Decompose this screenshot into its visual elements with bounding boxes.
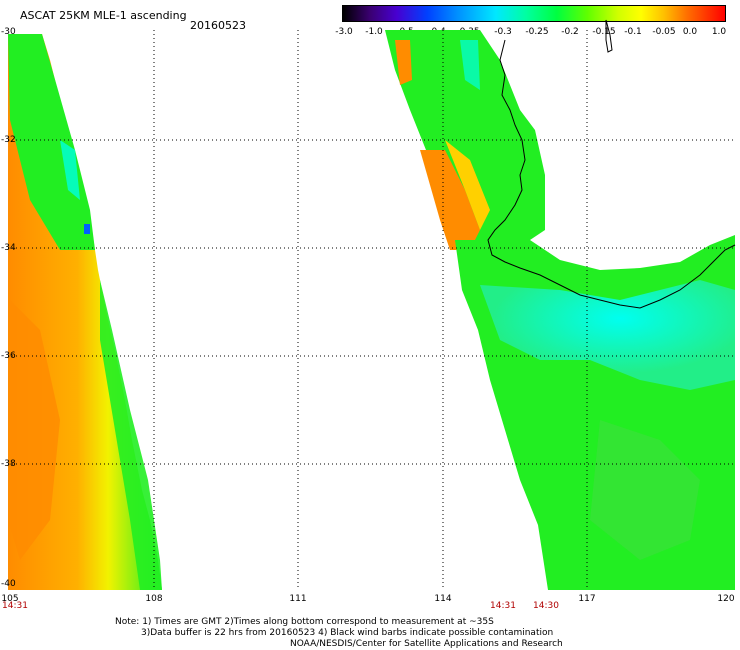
- y-tick-label: -36: [1, 351, 16, 361]
- colorbar-label: -0.1: [624, 27, 642, 37]
- colorbar-label: -0.15: [592, 27, 616, 37]
- colorbar-label: 1.0: [711, 27, 727, 37]
- colorbar-label: -3.0: [335, 27, 353, 37]
- colorbar-label: -0.3: [494, 27, 512, 37]
- right-swath-north: [385, 30, 545, 250]
- x-tick-label: 105: [1, 594, 19, 604]
- map-title: ASCAT 25KM MLE-1 ascending: [20, 9, 187, 22]
- colorbar-label: -1.0: [365, 27, 383, 37]
- map-date: 20160523: [190, 19, 246, 32]
- left-swath: [8, 34, 162, 590]
- footnote-line-1: Note: 1) Times are GMT 2)Times along bot…: [115, 617, 494, 627]
- x-tick-label: 111: [289, 594, 307, 604]
- lat-lon-grid: [8, 30, 735, 590]
- pass-time-left: 14:31: [2, 601, 28, 611]
- pass-time-right: 14:30: [533, 601, 559, 611]
- island-outline: [605, 19, 613, 53]
- coastline: [487, 39, 736, 309]
- x-tick-label: 114: [434, 594, 452, 604]
- footnote-line-3: NOAA/NESDIS/Center for Satellite Applica…: [290, 639, 563, 649]
- colorbar-label: 0.0: [682, 27, 698, 37]
- colorbar: [342, 5, 726, 22]
- right-swath-south: [455, 235, 735, 590]
- colorbar-label: -0.25: [525, 27, 549, 37]
- y-tick-label: -34: [1, 243, 16, 253]
- y-tick-label: -40: [1, 579, 16, 589]
- x-tick-label: 108: [145, 594, 163, 604]
- y-tick-label: -38: [1, 459, 16, 469]
- y-tick-label: -30: [1, 27, 16, 37]
- colorbar-label: -0.2: [561, 27, 579, 37]
- x-tick-label: 120: [717, 594, 735, 604]
- colorbar-label: -0.05: [652, 27, 676, 37]
- x-tick-label: 117: [578, 594, 596, 604]
- footnote-line-2: 3)Data buffer is 22 hrs from 20160523 4)…: [141, 628, 554, 638]
- pass-time-mid: 14:31: [490, 601, 516, 611]
- y-tick-label: -32: [1, 135, 16, 145]
